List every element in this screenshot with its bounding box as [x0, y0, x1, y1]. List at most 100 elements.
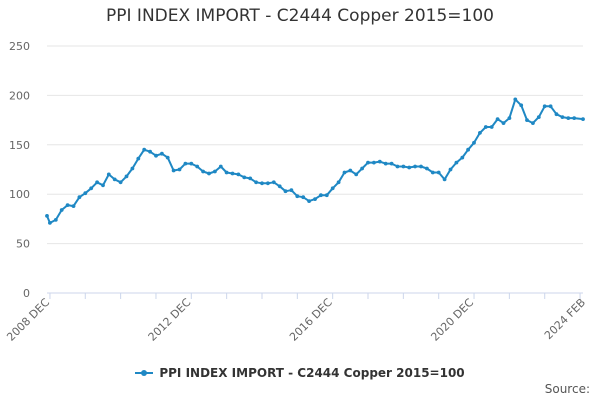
data-point[interactable]	[466, 147, 470, 152]
data-point[interactable]	[201, 169, 206, 174]
data-point[interactable]	[48, 221, 52, 225]
data-point[interactable]	[266, 181, 270, 186]
data-point[interactable]	[260, 181, 264, 186]
data-point[interactable]	[130, 166, 135, 171]
data-point[interactable]	[566, 116, 571, 120]
data-point[interactable]	[342, 170, 347, 175]
data-point[interactable]	[448, 167, 453, 172]
data-point[interactable]	[430, 170, 435, 175]
data-point[interactable]	[436, 170, 441, 175]
data-point[interactable]	[136, 156, 141, 161]
data-point[interactable]	[118, 180, 123, 185]
data-point[interactable]	[213, 169, 217, 174]
data-point[interactable]	[242, 175, 247, 180]
data-point[interactable]	[53, 218, 58, 222]
data-point[interactable]	[454, 160, 459, 165]
data-point[interactable]	[45, 214, 49, 218]
data-point[interactable]	[230, 171, 235, 176]
data-point[interactable]	[460, 155, 465, 160]
data-point[interactable]	[183, 161, 188, 166]
data-point[interactable]	[195, 164, 200, 169]
data-point[interactable]	[472, 140, 476, 145]
data-point[interactable]	[519, 103, 524, 108]
data-point[interactable]	[160, 151, 164, 156]
data-point[interactable]	[236, 172, 241, 177]
data-point[interactable]	[513, 97, 518, 102]
series-line[interactable]	[46, 98, 584, 224]
data-point[interactable]	[483, 125, 488, 129]
data-point[interactable]	[171, 168, 176, 173]
data-point[interactable]	[501, 121, 506, 125]
data-point[interactable]	[218, 164, 223, 169]
data-point[interactable]	[336, 180, 341, 185]
x-tick-label: 2024 FEB	[542, 296, 588, 342]
data-point[interactable]	[401, 164, 406, 169]
y-tick-label: 50	[16, 238, 30, 251]
data-point[interactable]	[271, 180, 276, 185]
data-point[interactable]	[360, 166, 364, 171]
data-point[interactable]	[542, 104, 547, 109]
data-point[interactable]	[289, 188, 294, 193]
data-point[interactable]	[554, 112, 559, 117]
data-point[interactable]	[59, 208, 64, 212]
data-point[interactable]	[442, 177, 447, 182]
data-point[interactable]	[395, 164, 400, 169]
data-point[interactable]	[572, 116, 577, 120]
data-point[interactable]	[189, 161, 194, 166]
data-point[interactable]	[366, 160, 370, 165]
data-point[interactable]	[95, 180, 99, 185]
data-point[interactable]	[383, 161, 388, 166]
data-point[interactable]	[372, 160, 376, 165]
data-point[interactable]	[478, 131, 482, 135]
data-point[interactable]	[283, 189, 288, 194]
data-point[interactable]	[389, 161, 394, 166]
data-point[interactable]	[77, 195, 82, 200]
data-point[interactable]	[154, 153, 158, 158]
data-point[interactable]	[536, 115, 541, 119]
data-point[interactable]	[277, 184, 282, 189]
data-point[interactable]	[419, 164, 423, 169]
data-point[interactable]	[165, 155, 170, 160]
data-point[interactable]	[71, 204, 76, 209]
data-point[interactable]	[525, 118, 529, 122]
data-point[interactable]	[348, 168, 353, 173]
x-tick-label: 2016 DEC	[287, 296, 335, 344]
data-point[interactable]	[248, 176, 253, 181]
data-point[interactable]	[531, 121, 535, 125]
data-point[interactable]	[407, 165, 412, 170]
data-point[interactable]	[142, 147, 147, 152]
data-point[interactable]	[313, 197, 317, 202]
data-point[interactable]	[124, 174, 129, 179]
y-tick-label: 200	[9, 89, 30, 102]
data-point[interactable]	[507, 116, 512, 120]
data-point[interactable]	[330, 186, 335, 191]
x-axis-tick-labels: 2008 DEC 2012 DEC 2016 DEC 2020 DEC 2024 FEB	[4, 296, 588, 344]
data-point[interactable]	[301, 195, 306, 200]
data-point[interactable]	[112, 177, 117, 182]
legend-label: PPI INDEX IMPORT - C2444 Copper 2015=100	[159, 366, 465, 380]
data-point[interactable]	[581, 117, 585, 121]
data-point[interactable]	[354, 172, 359, 177]
data-point[interactable]	[307, 199, 311, 204]
data-point[interactable]	[560, 115, 565, 119]
data-point[interactable]	[413, 164, 417, 169]
data-point[interactable]	[177, 167, 182, 172]
legend[interactable]: PPI INDEX IMPORT - C2444 Copper 2015=100	[0, 366, 600, 380]
data-point[interactable]	[495, 117, 500, 121]
data-point[interactable]	[425, 166, 429, 171]
data-point[interactable]	[224, 170, 229, 175]
data-point[interactable]	[101, 183, 105, 188]
data-point[interactable]	[65, 203, 70, 208]
data-point[interactable]	[254, 180, 258, 185]
data-point[interactable]	[489, 125, 494, 129]
data-point[interactable]	[148, 149, 153, 154]
data-point[interactable]	[377, 159, 382, 164]
data-point[interactable]	[324, 193, 329, 198]
data-point[interactable]	[319, 193, 323, 198]
data-point[interactable]	[106, 172, 111, 177]
data-point[interactable]	[295, 194, 300, 199]
data-point[interactable]	[83, 191, 88, 196]
data-point[interactable]	[89, 186, 94, 191]
data-point[interactable]	[548, 104, 553, 109]
data-point[interactable]	[207, 171, 211, 176]
